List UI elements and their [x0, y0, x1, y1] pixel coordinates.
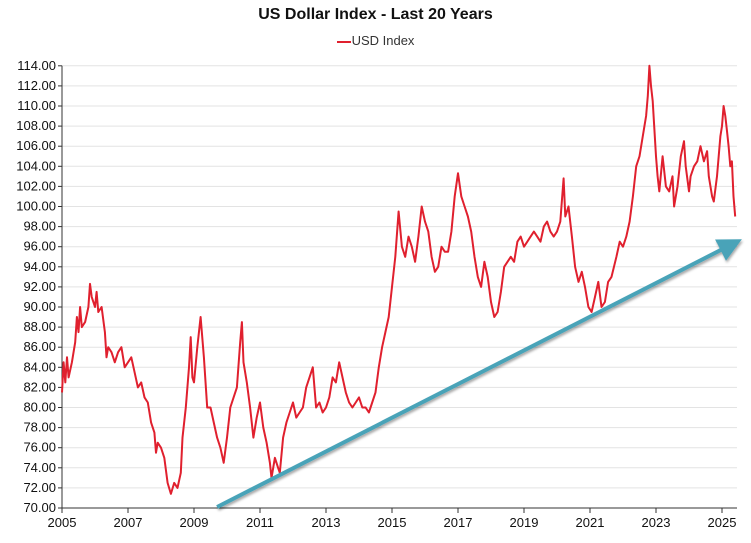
- y-tick-label: 104.00: [16, 158, 56, 173]
- trend-arrow: [216, 239, 742, 509]
- chart-title: US Dollar Index - Last 20 Years: [258, 6, 493, 23]
- y-tick-label: 96.00: [23, 239, 56, 254]
- y-tick-label: 90.00: [23, 299, 56, 314]
- usd-index-line: [61, 64, 737, 495]
- x-tick-label: 2007: [114, 515, 143, 530]
- y-tick-label: 78.00: [23, 420, 56, 435]
- x-tick-label: 2011: [246, 515, 274, 530]
- y-tick-label: 74.00: [23, 460, 56, 475]
- y-tick-label: 76.00: [23, 440, 56, 455]
- y-tick-label: 92.00: [23, 279, 56, 294]
- x-tick-label: 2025: [708, 515, 737, 530]
- x-tick-label: 2023: [642, 515, 671, 530]
- y-tick-label: 86.00: [23, 339, 56, 354]
- y-tick-label: 70.00: [23, 500, 56, 515]
- y-tick-label: 114.00: [17, 58, 56, 73]
- y-tick-label: 94.00: [23, 259, 56, 274]
- y-tick-label: 98.00: [23, 219, 56, 234]
- y-tick-label: 84.00: [23, 359, 56, 374]
- y-tick-label: 108.00: [16, 118, 56, 133]
- x-tick-label: 2017: [444, 515, 473, 530]
- y-tick-label: 80.00: [23, 400, 56, 415]
- y-tick-label: 72.00: [23, 480, 56, 495]
- x-tick-label: 2019: [510, 515, 539, 530]
- y-tick-label: 112.00: [17, 78, 56, 93]
- x-tick-label: 2009: [180, 515, 209, 530]
- y-tick-label: 100.00: [16, 199, 56, 214]
- x-tick-label: 2021: [576, 515, 605, 530]
- y-tick-label: 82.00: [23, 379, 56, 394]
- y-tick-label: 110.00: [17, 98, 56, 113]
- y-tick-label: 102.00: [16, 178, 56, 193]
- x-tick-label: 2005: [48, 515, 77, 530]
- legend: USD Index: [0, 33, 751, 48]
- y-tick-label: 106.00: [16, 138, 56, 153]
- legend-label: USD Index: [351, 33, 415, 48]
- x-tick-label: 2013: [312, 515, 341, 530]
- legend-swatch: [336, 40, 351, 43]
- y-tick-label: 88.00: [23, 319, 56, 334]
- x-tick-label: 2015: [378, 515, 407, 530]
